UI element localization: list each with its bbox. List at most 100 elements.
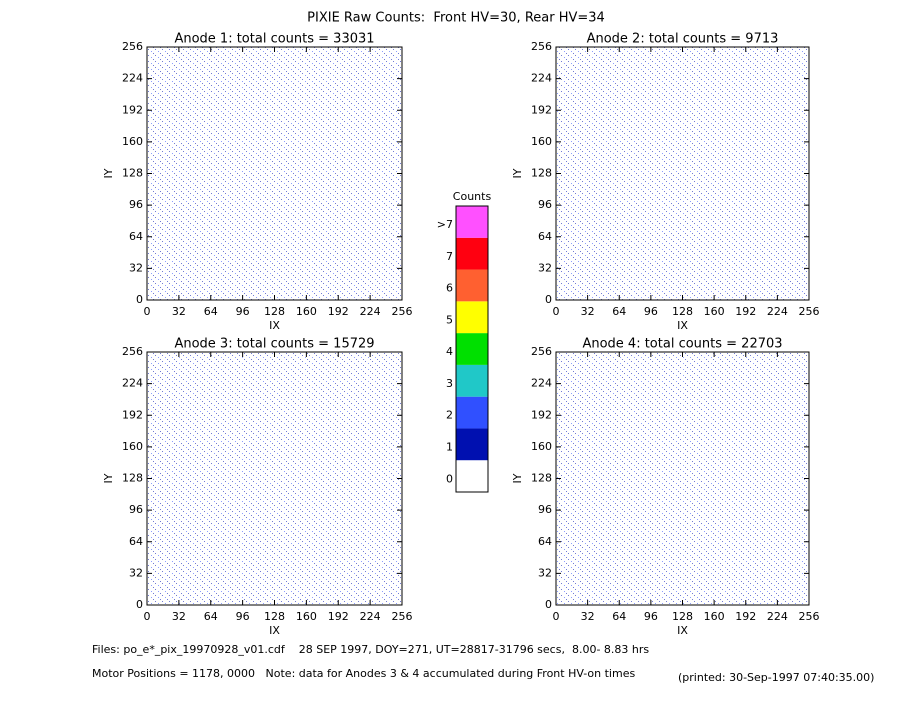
x-tick-label: 160 xyxy=(704,610,725,623)
y-tick-label: 128 xyxy=(122,472,143,485)
plot-title: Anode 2: total counts = 9713 xyxy=(587,32,779,47)
y-tick-label: 128 xyxy=(122,167,143,180)
x-tick-label: 64 xyxy=(612,305,626,318)
colorbar-label: 1 xyxy=(446,441,453,454)
y-tick-label: 160 xyxy=(531,135,552,148)
y-tick-label: 0 xyxy=(136,598,143,611)
x-tick-label: 0 xyxy=(144,305,151,318)
colorbar-band xyxy=(456,428,488,461)
x-tick-label: 224 xyxy=(767,305,788,318)
y-tick-label: 32 xyxy=(538,261,552,274)
colorbar-frame xyxy=(455,205,489,493)
x-tick-label: 224 xyxy=(360,610,381,623)
y-tick-label: 32 xyxy=(538,566,552,579)
y-axis-label: IY xyxy=(102,473,115,483)
x-axis-label: IX xyxy=(677,624,688,637)
x-tick-label: 128 xyxy=(672,610,693,623)
y-tick-label: 64 xyxy=(538,230,552,243)
y-tick-label: 256 xyxy=(531,345,552,358)
x-tick-label: 256 xyxy=(799,305,820,318)
x-tick-label: 0 xyxy=(144,610,151,623)
y-tick-label: 224 xyxy=(531,72,552,85)
y-axis-label: IY xyxy=(511,168,524,178)
x-tick-label: 192 xyxy=(735,610,756,623)
y-tick-label: 192 xyxy=(531,103,552,116)
y-tick-label: 192 xyxy=(122,103,143,116)
x-tick-label: 96 xyxy=(644,305,658,318)
colorbar-label: 0 xyxy=(446,472,453,485)
y-tick-label: 64 xyxy=(129,230,143,243)
y-tick-label: 224 xyxy=(122,72,143,85)
y-tick-label: 128 xyxy=(531,472,552,485)
x-tick-label: 192 xyxy=(328,610,349,623)
pixel-map xyxy=(556,352,809,605)
y-tick-label: 256 xyxy=(122,40,143,53)
x-tick-label: 256 xyxy=(392,610,413,623)
footer-motor: Motor Positions = 1178, 0000 Note: data … xyxy=(92,667,635,680)
colorbar-label: 7 xyxy=(446,250,453,263)
colorbar-band xyxy=(456,206,488,238)
colorbar-label: 4 xyxy=(446,345,453,358)
x-tick-label: 224 xyxy=(360,305,381,318)
y-tick-label: 192 xyxy=(531,408,552,421)
pixel-map xyxy=(556,47,809,300)
colorbar-band xyxy=(456,333,488,365)
y-tick-label: 256 xyxy=(122,345,143,358)
pixel-map xyxy=(147,352,402,605)
footer-printed: (printed: 30-Sep-1997 07:40:35.00) xyxy=(678,671,874,684)
y-tick-label: 224 xyxy=(531,377,552,390)
plot-title: Anode 4: total counts = 22703 xyxy=(582,337,782,352)
y-tick-label: 0 xyxy=(136,293,143,306)
colorbar-band xyxy=(456,269,488,302)
x-tick-label: 64 xyxy=(204,305,218,318)
figure-title: PIXIE Raw Counts: Front HV=30, Rear HV=3… xyxy=(307,11,605,26)
x-tick-label: 32 xyxy=(581,305,595,318)
y-tick-label: 0 xyxy=(545,598,552,611)
colorbar-label: 5 xyxy=(446,313,453,326)
y-tick-label: 224 xyxy=(122,377,143,390)
x-tick-label: 96 xyxy=(644,610,658,623)
colorbar-band xyxy=(456,460,488,492)
y-tick-label: 0 xyxy=(545,293,552,306)
plot-title: Anode 1: total counts = 33031 xyxy=(174,32,374,47)
colorbar-label: 3 xyxy=(446,377,453,390)
x-tick-label: 0 xyxy=(553,610,560,623)
y-tick-label: 160 xyxy=(122,440,143,453)
pixel-map xyxy=(147,47,402,300)
x-tick-label: 0 xyxy=(553,305,560,318)
x-tick-label: 256 xyxy=(799,610,820,623)
colorbar-band xyxy=(456,364,488,397)
footer-files: Files: po_e*_pix_19970928_v01.cdf 28 SEP… xyxy=(92,643,649,656)
y-tick-label: 64 xyxy=(538,535,552,548)
colorbar-title: Counts xyxy=(453,190,492,203)
x-tick-label: 128 xyxy=(264,610,285,623)
x-tick-label: 160 xyxy=(296,610,317,623)
y-tick-label: 96 xyxy=(129,198,143,211)
colorbar-label: >7 xyxy=(437,218,453,231)
colorbar-band xyxy=(456,301,488,334)
x-tick-label: 192 xyxy=(328,305,349,318)
y-tick-label: 96 xyxy=(538,198,552,211)
y-tick-label: 96 xyxy=(129,503,143,516)
y-axis-label: IY xyxy=(102,168,115,178)
x-tick-label: 64 xyxy=(204,610,218,623)
colorbar-label: 6 xyxy=(446,282,453,295)
x-tick-label: 224 xyxy=(767,610,788,623)
x-tick-label: 96 xyxy=(236,610,250,623)
x-axis-label: IX xyxy=(269,624,280,637)
y-tick-label: 96 xyxy=(538,503,552,516)
x-tick-label: 32 xyxy=(172,610,186,623)
y-tick-label: 128 xyxy=(531,167,552,180)
x-tick-label: 256 xyxy=(392,305,413,318)
y-tick-label: 160 xyxy=(531,440,552,453)
colorbar-band xyxy=(456,396,488,429)
x-tick-label: 192 xyxy=(735,305,756,318)
colorbar-band xyxy=(456,237,488,270)
y-tick-label: 32 xyxy=(129,566,143,579)
x-tick-label: 64 xyxy=(612,610,626,623)
plot-title: Anode 3: total counts = 15729 xyxy=(174,337,374,352)
y-tick-label: 192 xyxy=(122,408,143,421)
x-tick-label: 96 xyxy=(236,305,250,318)
x-axis-label: IX xyxy=(677,319,688,332)
